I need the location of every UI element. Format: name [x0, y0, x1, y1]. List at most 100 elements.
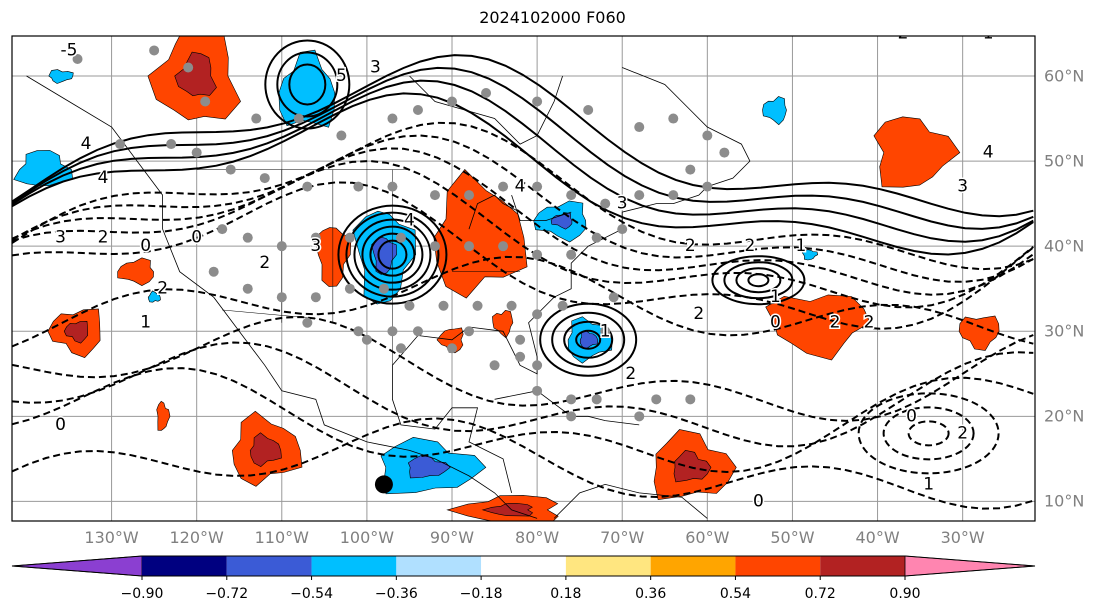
- negative-anomaly-region: [48, 69, 74, 84]
- station-point: [557, 300, 568, 311]
- station-point: [634, 411, 645, 422]
- station-point: [191, 147, 202, 158]
- station-point: [583, 105, 594, 116]
- station-point: [412, 105, 423, 116]
- station-point: [412, 326, 423, 337]
- jet-contour: [12, 54, 1034, 218]
- station-point: [276, 292, 287, 303]
- contour-label: 2: [685, 236, 696, 256]
- latitude-label: 50°N: [1044, 151, 1085, 171]
- colorbar-swatch: [820, 556, 905, 576]
- station-point: [217, 224, 228, 235]
- station-point: [498, 241, 509, 252]
- station-point: [617, 224, 628, 235]
- longitude-label: 120°W: [169, 528, 224, 547]
- station-point: [115, 139, 126, 150]
- dashed-contour: [12, 121, 1034, 271]
- contour-label: 2: [625, 364, 636, 384]
- longitude-label: 50°W: [770, 528, 815, 547]
- station-point: [634, 190, 645, 201]
- longitude-label: 130°W: [84, 528, 139, 547]
- coastline: [553, 483, 708, 519]
- trough-contour: [857, 392, 1000, 475]
- contour-label: 2: [957, 423, 968, 443]
- station-point: [532, 385, 543, 396]
- station-point: [532, 249, 543, 260]
- positive-anomaly-core: [63, 320, 89, 344]
- coastline: [409, 75, 563, 145]
- contour-label: 3: [310, 236, 321, 256]
- station-point: [532, 96, 543, 107]
- colorbar-tick-label: 0.54: [719, 586, 752, 602]
- station-point: [429, 241, 440, 252]
- coastlines: [26, 67, 751, 519]
- black-marker: [374, 475, 393, 494]
- dashed-contour: [12, 315, 1034, 422]
- latitude-label: 20°N: [1044, 406, 1085, 426]
- station-point: [447, 343, 458, 354]
- latitude-label: 30°N: [1044, 321, 1085, 341]
- trough-contour: [907, 420, 950, 447]
- negative-anomaly-region: [13, 150, 74, 187]
- positive-anomaly-core: [249, 432, 282, 467]
- colorbar-arrow-low: [11, 555, 143, 577]
- station-point: [506, 300, 517, 311]
- station-point: [719, 147, 730, 158]
- station-point: [387, 326, 398, 337]
- station-point: [344, 232, 355, 243]
- contour-label: 0: [191, 228, 202, 248]
- contour-label: 2: [864, 313, 875, 333]
- dashed-contour: [12, 367, 1034, 474]
- station-point: [251, 113, 262, 124]
- contour-label: 0: [140, 236, 151, 256]
- colorbar-swatch: [311, 556, 397, 576]
- station-point: [566, 411, 577, 422]
- station-point: [404, 300, 415, 311]
- trough-contour: [882, 406, 975, 461]
- station-point: [302, 317, 313, 328]
- station-point: [361, 334, 372, 345]
- positive-anomaly-region: [156, 400, 171, 431]
- station-point: [242, 283, 253, 294]
- contour-label: 2: [898, 23, 909, 43]
- colorbar-tick-label: 0.90: [889, 586, 921, 602]
- station-point: [532, 181, 543, 192]
- low-contour: [369, 232, 416, 277]
- station-point: [166, 139, 177, 150]
- dashed-contour: [12, 181, 1034, 330]
- contour-label: -5: [61, 40, 78, 60]
- dashed-contour: [12, 255, 1034, 348]
- station-point: [378, 283, 389, 294]
- colorbar-tick-label: −0.18: [459, 586, 503, 602]
- contour-label: 2: [744, 236, 755, 256]
- contour-label: 3: [957, 177, 968, 197]
- coastline: [26, 75, 538, 519]
- station-point: [395, 343, 406, 354]
- station-point: [225, 164, 236, 175]
- colorbar-swatch: [650, 556, 736, 576]
- contour-label: 0: [753, 491, 764, 511]
- colorbar-tick-label: −0.90: [120, 586, 164, 602]
- station-point: [208, 266, 219, 277]
- colorbar-swatch: [226, 556, 312, 576]
- low-contour: [361, 225, 424, 284]
- longitude-label: 80°W: [515, 528, 560, 547]
- contour-label: 3: [617, 194, 628, 214]
- colorbar-swatch: [481, 556, 566, 576]
- station-point: [651, 394, 662, 405]
- contour-label: 2: [259, 253, 270, 273]
- longitude-label: 100°W: [339, 528, 395, 547]
- station-point: [429, 190, 440, 201]
- station-point: [387, 181, 398, 192]
- low-contour: [377, 239, 408, 270]
- coastline: [494, 390, 640, 426]
- station-point: [702, 130, 713, 141]
- coastline: [511, 194, 572, 221]
- high-contour: [276, 51, 339, 118]
- contour-label: 4: [98, 168, 109, 188]
- longitude-label: 70°W: [600, 528, 645, 547]
- dashed-contour: [12, 417, 1034, 510]
- station-point: [353, 326, 364, 337]
- station-point: [566, 249, 577, 260]
- latitude-label: 60°N: [1044, 66, 1085, 86]
